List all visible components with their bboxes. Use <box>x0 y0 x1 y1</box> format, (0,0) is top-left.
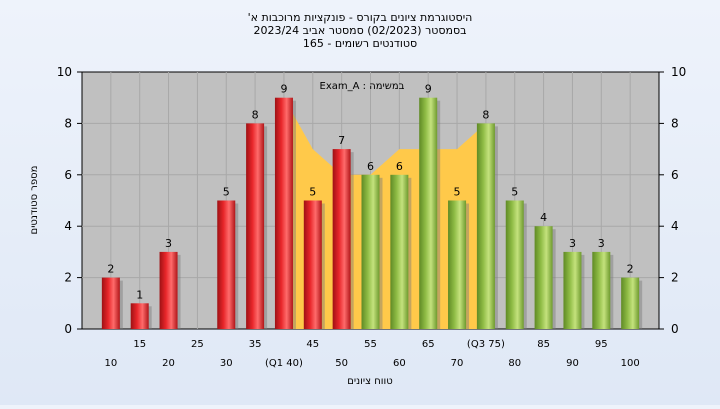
x-tick-label: 90 <box>566 358 579 369</box>
x-tick-label: 15 <box>133 339 146 350</box>
bar <box>476 123 495 330</box>
y-tick-label-left: 0 <box>64 322 72 336</box>
y-tick-label-right: 4 <box>671 219 679 233</box>
y-tick-label-right: 0 <box>671 322 679 336</box>
x-axis-label: טווח ציונים <box>347 376 392 387</box>
bar <box>534 226 553 329</box>
bar-value-label: 8 <box>482 108 489 121</box>
x-tick-label: 35 <box>249 339 262 350</box>
y-tick-label-left: 4 <box>64 219 72 233</box>
bar-value-label: 1 <box>136 288 143 301</box>
y-tick-label-left: 2 <box>64 271 72 285</box>
x-tick-label: 25 <box>191 339 204 350</box>
x-tick-label: 80 <box>508 358 521 369</box>
x-tick-label: 30 <box>220 358 233 369</box>
y-tick-label-right: 10 <box>671 65 686 79</box>
bar-value-label: 3 <box>569 237 576 250</box>
y-tick-label-left: 8 <box>64 116 72 130</box>
x-tick-label: 70 <box>451 358 464 369</box>
bars-group: 2 1 3 5 8 9 5 7 6 6 9 5 8 5 4 3 3 2 <box>101 83 643 330</box>
bar <box>246 123 265 330</box>
y-tick-label-right: 2 <box>671 271 679 285</box>
bar <box>361 174 380 329</box>
bar-value-label: 5 <box>223 186 230 199</box>
y-tick-label-left: 6 <box>64 168 72 182</box>
x-tick-label: 10 <box>104 358 117 369</box>
x-tick-label: 50 <box>335 358 348 369</box>
bar <box>303 200 322 329</box>
y-ticks-left: 0 2 4 6 8 10 <box>57 65 82 336</box>
bar-value-label: 2 <box>107 263 114 276</box>
bar <box>159 251 178 329</box>
x-tick-label: 100 <box>621 358 640 369</box>
bar-value-label: 3 <box>165 237 172 250</box>
bar <box>563 251 582 329</box>
task-annotation: במשימה : Exam_A <box>320 81 405 92</box>
x-ticks: 10 15 20 25 30 35(Q1 40)45 50 55 60 65 70(Q3 75)80… <box>104 339 639 369</box>
bar-value-label: 9 <box>425 83 432 96</box>
bar <box>390 174 409 329</box>
bar <box>130 303 149 329</box>
y-tick-label-right: 8 <box>671 116 679 130</box>
y-axis-label: מספר סטודנטים <box>29 166 40 235</box>
bar <box>419 97 438 329</box>
bar-value-label: 7 <box>338 134 345 147</box>
x-tick-label: 85 <box>537 339 550 350</box>
y-ticks-right: 0 2 4 6 8 10 <box>659 65 686 336</box>
bar <box>448 200 467 329</box>
chart-title-line-1: היסטוגרמת ציונים בקורס - פונקציות מרוכבו… <box>248 11 473 24</box>
bar-value-label: 5 <box>454 186 461 199</box>
bar-value-label: 8 <box>252 108 259 121</box>
bar-value-label: 6 <box>367 160 374 173</box>
y-tick-label-left: 10 <box>57 65 72 79</box>
bar <box>332 149 351 329</box>
chart-title-line-3: סטודנטים רשומים - 165 <box>303 37 417 50</box>
bar-value-label: 3 <box>598 237 605 250</box>
x-tick-label: 95 <box>595 339 608 350</box>
chart-title-line-2: בסמסטר (02/2023) סמסטר אביב 2023/24 <box>253 24 466 37</box>
bar <box>621 277 640 329</box>
y-tick-label-right: 6 <box>671 168 679 182</box>
x-tick-label: 65 <box>422 339 435 350</box>
bar <box>101 277 120 329</box>
x-tick-label: (Q3 75) <box>467 339 505 350</box>
x-tick-label: 45 <box>306 339 319 350</box>
bar <box>274 97 293 329</box>
x-tick-label: 60 <box>393 358 406 369</box>
bar <box>505 200 524 329</box>
bar-value-label: 9 <box>280 83 287 96</box>
bar-value-label: 2 <box>627 263 634 276</box>
x-tick-label: 20 <box>162 358 175 369</box>
bar-value-label: 5 <box>511 186 518 199</box>
bar-value-label: 6 <box>396 160 403 173</box>
bar <box>217 200 236 329</box>
bar <box>592 251 611 329</box>
x-tick-label: 55 <box>364 339 377 350</box>
bar-value-label: 5 <box>309 186 316 199</box>
x-tick-label: (Q1 40) <box>265 358 303 369</box>
bar-value-label: 4 <box>540 211 547 224</box>
